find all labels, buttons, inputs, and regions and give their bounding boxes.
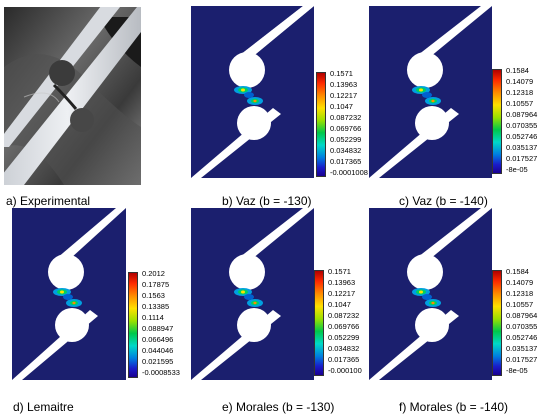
caption-morales-140: f) Morales (b = -140) [399, 400, 509, 414]
legend-value: -0.000100 [328, 366, 362, 375]
legend-value: 0.034832 [330, 146, 362, 155]
legend-value: 0.017365 [328, 355, 360, 364]
legend-value: 0.1584 [506, 267, 529, 276]
colorbar-legend: 0.2012 0.17875 0.1563 0.13385 0.1114 0.0… [128, 269, 194, 387]
legend-value: 0.14079 [506, 77, 534, 86]
legend-value: 0.088947 [142, 324, 174, 333]
legend-value: 0.1571 [330, 69, 353, 78]
legend-value: 0.10557 [506, 300, 534, 309]
legend-value: 0.12217 [330, 91, 358, 100]
legend-value: 0.044046 [142, 346, 174, 355]
legend-value: 0.2012 [142, 269, 165, 278]
legend-value: 0.1047 [330, 102, 353, 111]
legend-value: 0.13963 [330, 80, 358, 89]
legend-value: 0.13963 [328, 278, 356, 287]
legend-value: 0.017527 [506, 154, 538, 163]
legend-value: -8e-05 [506, 366, 528, 375]
legend-value: 0.17875 [142, 280, 170, 289]
colorbar-legend: 0.1571 0.13963 0.12217 0.1047 0.087232 0… [314, 267, 374, 385]
legend-value: 0.069766 [330, 124, 362, 133]
legend-value: 0.034832 [328, 344, 360, 353]
legend-value: 0.035137 [506, 143, 538, 152]
colorbar [492, 69, 502, 174]
legend-value: 0.1047 [328, 300, 351, 309]
legend-value: 0.066496 [142, 335, 174, 344]
legend-value: 0.087964 [506, 110, 538, 119]
caption-lemaitre: d) Lemaitre [13, 400, 74, 414]
legend-value: 0.070355 [506, 322, 538, 331]
legend-value: 0.087232 [328, 311, 360, 320]
experimental-photo [4, 7, 141, 185]
legend-value: 0.052746 [506, 132, 538, 141]
fem-contour-plot [12, 208, 126, 380]
legend-value: 0.1584 [506, 66, 529, 75]
legend-value: -8e-05 [506, 165, 528, 174]
colorbar [316, 72, 326, 177]
fem-contour-plot [191, 208, 314, 380]
caption-vaz-140: c) Vaz (b = -140) [399, 194, 488, 208]
fem-contour-plot [191, 6, 314, 178]
caption-morales-130: e) Morales (b = -130) [222, 400, 335, 414]
caption-experimental: a) Experimental [6, 194, 91, 208]
colorbar-legend: 0.1571 0.13963 0.12217 0.1047 0.087232 0… [316, 69, 376, 182]
fem-contour-plot [369, 208, 492, 380]
legend-value: 0.087964 [506, 311, 538, 320]
legend-value: 0.087232 [330, 113, 362, 122]
legend-value: 0.021595 [142, 357, 174, 366]
legend-value: 0.052299 [330, 135, 362, 144]
colorbar [492, 270, 502, 376]
legend-value: 0.13385 [142, 302, 170, 311]
colorbar [314, 270, 324, 376]
legend-value: 0.069766 [328, 322, 360, 331]
legend-value: 0.12217 [328, 289, 356, 298]
colorbar [128, 272, 138, 378]
colorbar-legend: 0.1584 0.14079 0.12318 0.10557 0.087964 … [492, 66, 550, 179]
legend-value: 0.14079 [506, 278, 534, 287]
colorbar-legend: 0.1584 0.14079 0.12318 0.10557 0.087964 … [492, 267, 550, 385]
legend-value: 0.017527 [506, 355, 538, 364]
legend-value: 0.052746 [506, 333, 538, 342]
caption-vaz-130: b) Vaz (b = -130) [222, 194, 312, 208]
legend-value: 0.070355 [506, 121, 538, 130]
legend-value: -0.0001008 [330, 168, 368, 177]
legend-value: 0.1563 [142, 291, 165, 300]
legend-value: 0.052299 [328, 333, 360, 342]
legend-value: -0.0008533 [142, 368, 180, 377]
legend-value: 0.1114 [142, 313, 164, 322]
legend-value: 0.12318 [506, 289, 534, 298]
legend-value: 0.12318 [506, 88, 534, 97]
legend-value: 0.10557 [506, 99, 534, 108]
fem-contour-plot [369, 6, 492, 178]
legend-value: 0.1571 [328, 267, 351, 276]
legend-value: 0.035137 [506, 344, 538, 353]
legend-value: 0.017365 [330, 157, 362, 166]
